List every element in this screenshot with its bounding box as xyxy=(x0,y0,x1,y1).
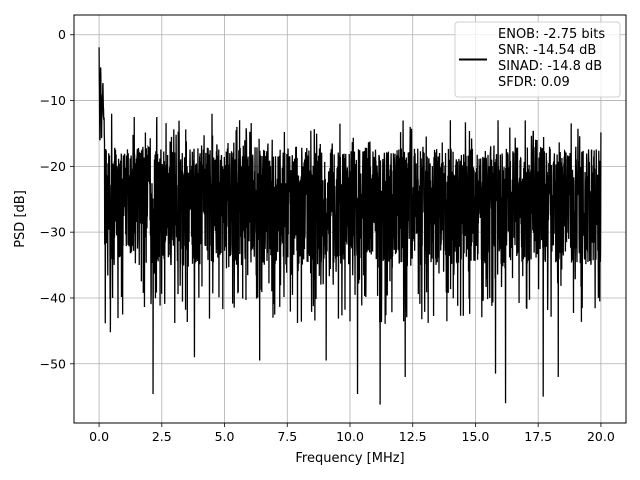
y-tick-label-5: −50 xyxy=(40,356,66,371)
y-tick-label-2: −20 xyxy=(40,159,66,174)
legend-entry-2: SINAD: -14.8 dB xyxy=(498,59,602,74)
x-tick-label-6: 15.0 xyxy=(462,429,490,444)
x-tick-label-2: 5.0 xyxy=(215,429,235,444)
y-tick-label-3: −30 xyxy=(40,225,66,240)
x-tick-label-1: 2.5 xyxy=(152,429,172,444)
y-axis-label: PSD [dB] xyxy=(13,190,28,248)
x-tick-label-8: 20.0 xyxy=(587,429,615,444)
y-tick-label-0: 0 xyxy=(58,27,66,42)
series-group xyxy=(98,47,602,405)
y-axis-ticks: 0 −10 −20 −30 −40 −50 xyxy=(40,27,74,371)
legend-entry-1: SNR: -14.54 dB xyxy=(498,43,596,58)
y-tick-label-4: −40 xyxy=(40,290,66,305)
x-axis-ticks: 0.0 2.5 5.0 7.5 10.0 12.5 15.0 17.5 20.0 xyxy=(89,423,615,444)
x-tick-label-5: 12.5 xyxy=(399,429,427,444)
x-tick-label-7: 17.5 xyxy=(524,429,552,444)
x-tick-label-0: 0.0 xyxy=(89,429,109,444)
x-tick-label-4: 10.0 xyxy=(336,429,364,444)
x-tick-label-3: 7.5 xyxy=(277,429,297,444)
legend-entry-3: SFDR: 0.09 xyxy=(498,75,570,90)
legend-entry-0: ENOB: -2.75 bits xyxy=(498,27,605,42)
legend-box xyxy=(454,21,621,98)
y-tick-label-1: −10 xyxy=(40,93,66,108)
x-axis-label: Frequency [MHz] xyxy=(295,451,404,466)
psd-series-line xyxy=(98,47,602,405)
